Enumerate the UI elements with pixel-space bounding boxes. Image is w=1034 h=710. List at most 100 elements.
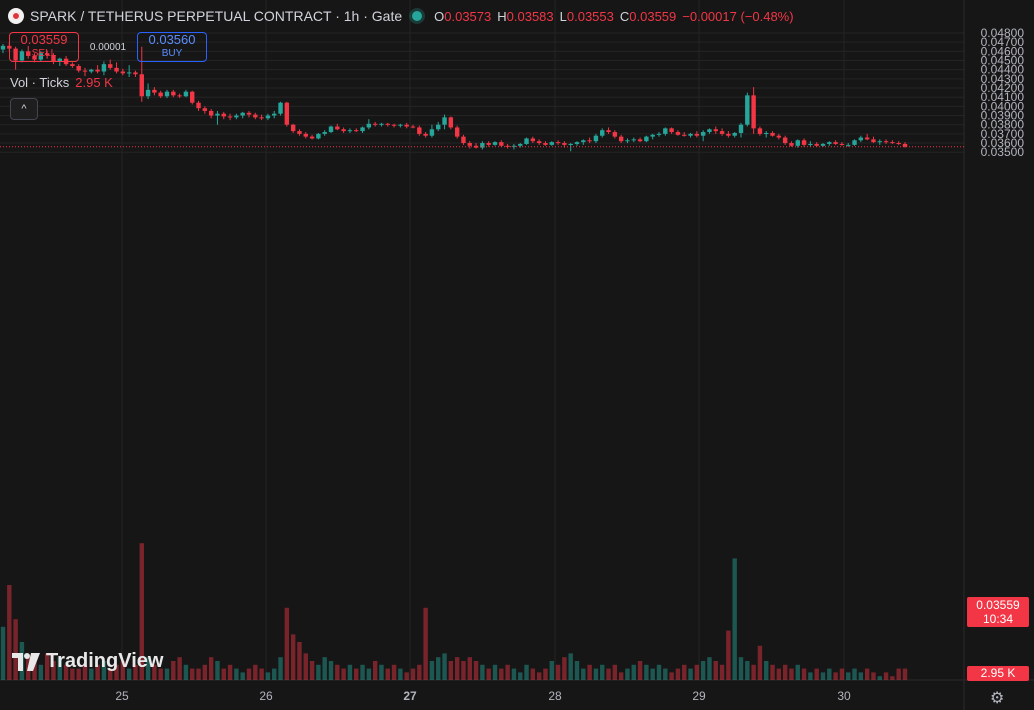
volume-bar [354,668,359,680]
volume-bar [688,668,693,680]
time-tick-label: 25 [115,689,129,703]
candle-body [707,129,712,133]
candle-body [354,130,359,132]
buy-price: 0.03560 [148,32,196,47]
volume-bar [732,558,737,680]
candle-body [398,124,403,126]
candle-body [549,142,554,145]
candle-body [587,140,592,142]
chevron-up-icon[interactable]: ^ [10,98,38,120]
candle-body [505,145,510,147]
candle-body [612,132,618,137]
volume-bar [372,661,378,680]
candle-body [177,95,182,97]
candle-body [827,142,832,144]
candle-body [429,129,435,136]
candle-body [574,142,580,144]
volume-bar [492,664,498,680]
candle-body [335,126,340,130]
candle-body [757,128,763,134]
candle-body [101,64,107,72]
candle-body [183,91,189,97]
price-tick-label: 0.04800 [981,26,1025,40]
candle-body [32,55,37,60]
candle-body [19,51,25,61]
volume-bar [770,664,775,680]
candle-body [158,92,163,97]
candle-body [883,141,889,143]
volume-bar [347,664,353,680]
candle-body [410,126,416,128]
candle-body [360,127,365,132]
volume-bar [694,664,700,680]
candle-body [789,143,794,146]
volume-bar [795,664,800,680]
candle-body [0,45,6,50]
volume-bar [436,657,441,680]
volume-bar [663,668,668,680]
candle-body [133,72,138,75]
volume-bar [95,664,100,680]
candle-body [57,58,62,62]
candle-body [858,137,864,141]
volume-bar [669,672,674,680]
volume-bar [719,664,725,680]
sell-button[interactable]: 0.03559 SELL [9,32,79,62]
candle-body [208,110,214,116]
time-tick-label: 26 [259,689,273,703]
trade-panel: 0.03559 SELL 0.00001 0.03560 BUY [9,32,207,62]
symbol-title[interactable]: SPARK / TETHERUS PERPETUAL CONTRACT · 1h… [30,8,403,24]
buy-button[interactable]: 0.03560 BUY [137,32,207,62]
candle-body [442,117,447,125]
volume-bar [404,672,409,680]
candle-body [499,142,504,146]
volume-bar [322,657,327,680]
candle-body [347,130,353,132]
candle-body [196,102,201,109]
volume-bar [461,661,466,680]
candle-body [877,141,882,143]
volume-bar [473,661,479,680]
candle-body [896,143,901,145]
tradingview-branding[interactable]: TradingView [12,650,163,673]
price-tick-label: 0.03500 [981,145,1025,159]
candle-body [536,141,542,144]
volume-bar [145,657,151,680]
volume-bar [764,661,769,680]
candle-body [234,115,239,118]
candle-body [328,126,334,133]
candle-body [543,143,548,145]
candle-body [227,116,233,118]
close-key: C [619,8,630,24]
candle-body [808,143,813,145]
candle-body [145,89,151,97]
settings-gear-icon[interactable]: ⚙ [990,690,1005,707]
last-price-label: 0.03559 10:34 [967,597,1029,627]
volume-bar [190,668,195,680]
volume-bar [57,657,62,680]
high-key: H [497,8,507,24]
volume-bar [171,661,176,680]
bar-countdown: 10:34 [982,612,1014,626]
volume-bar [114,664,119,680]
volume-bar [410,668,416,680]
time-tick-label: 27 [403,689,417,703]
volume-bar [789,668,794,680]
volume-bar [562,657,567,680]
spark-logo-icon [8,8,24,24]
candle-body [846,144,851,146]
candle-body [694,133,700,136]
volume-bar [32,661,37,680]
sell-price: 0.03559 [20,32,68,47]
volume-bar [284,607,290,680]
candle-body [126,72,132,74]
volume-bar [366,668,372,680]
candle-body [663,128,668,134]
volume-bar [183,664,189,680]
candle-body [606,130,611,133]
volume-bar [890,676,895,680]
time-tick-label: 29 [692,689,706,703]
volume-legend[interactable]: Vol · Ticks 2.95 K [10,75,113,90]
price-tick-label: 0.04300 [981,72,1025,86]
